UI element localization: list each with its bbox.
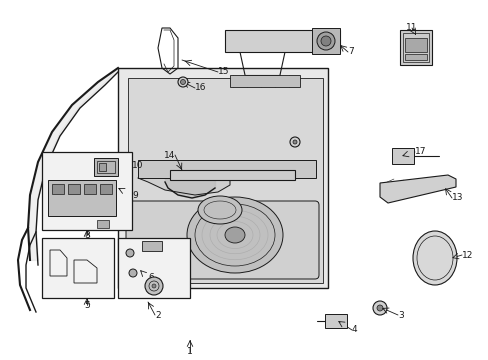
- Text: 17: 17: [414, 148, 426, 157]
- Circle shape: [292, 140, 296, 144]
- Text: 2: 2: [155, 310, 160, 320]
- Circle shape: [372, 301, 386, 315]
- Text: 10: 10: [132, 161, 143, 170]
- Text: 1: 1: [187, 347, 192, 356]
- Ellipse shape: [224, 227, 244, 243]
- Bar: [48, 180, 116, 216]
- Bar: [142, 241, 162, 251]
- Bar: [404, 38, 426, 52]
- Bar: [52, 184, 64, 194]
- Text: 8: 8: [84, 230, 90, 239]
- Bar: [68, 184, 80, 194]
- Bar: [99, 163, 106, 171]
- Bar: [402, 33, 428, 62]
- Text: 11: 11: [406, 23, 417, 32]
- Bar: [118, 238, 190, 298]
- Bar: [100, 184, 112, 194]
- Bar: [97, 220, 109, 228]
- Text: 16: 16: [195, 84, 206, 93]
- Polygon shape: [138, 178, 229, 195]
- Bar: [84, 184, 96, 194]
- Text: 4: 4: [351, 325, 357, 334]
- Bar: [118, 68, 327, 288]
- Text: 12: 12: [461, 251, 472, 260]
- Circle shape: [316, 32, 334, 50]
- Bar: [325, 314, 346, 328]
- Circle shape: [126, 249, 134, 257]
- Text: 3: 3: [397, 310, 403, 320]
- Ellipse shape: [412, 231, 456, 285]
- Circle shape: [129, 269, 137, 277]
- Bar: [404, 54, 426, 60]
- Text: 14: 14: [163, 150, 175, 159]
- Bar: [224, 30, 339, 52]
- Bar: [128, 78, 323, 283]
- Bar: [229, 75, 299, 87]
- Circle shape: [180, 80, 185, 85]
- Ellipse shape: [198, 196, 242, 224]
- Circle shape: [152, 284, 156, 288]
- Text: 6: 6: [148, 274, 153, 283]
- Bar: [138, 160, 315, 178]
- Bar: [97, 161, 115, 173]
- Bar: [94, 158, 118, 176]
- FancyBboxPatch shape: [126, 201, 318, 279]
- Circle shape: [376, 305, 382, 311]
- Text: 7: 7: [347, 48, 353, 57]
- Ellipse shape: [186, 197, 283, 273]
- Circle shape: [178, 77, 187, 87]
- Text: 9: 9: [132, 190, 138, 199]
- Circle shape: [289, 137, 299, 147]
- Circle shape: [145, 277, 163, 295]
- Bar: [42, 152, 132, 230]
- Text: 15: 15: [218, 68, 229, 77]
- Bar: [170, 170, 294, 180]
- Text: 5: 5: [84, 301, 90, 310]
- Bar: [42, 238, 114, 298]
- Polygon shape: [379, 175, 455, 203]
- Text: 13: 13: [451, 194, 463, 202]
- Circle shape: [320, 36, 330, 46]
- Bar: [399, 30, 431, 65]
- Bar: [391, 148, 413, 164]
- Bar: [311, 28, 339, 54]
